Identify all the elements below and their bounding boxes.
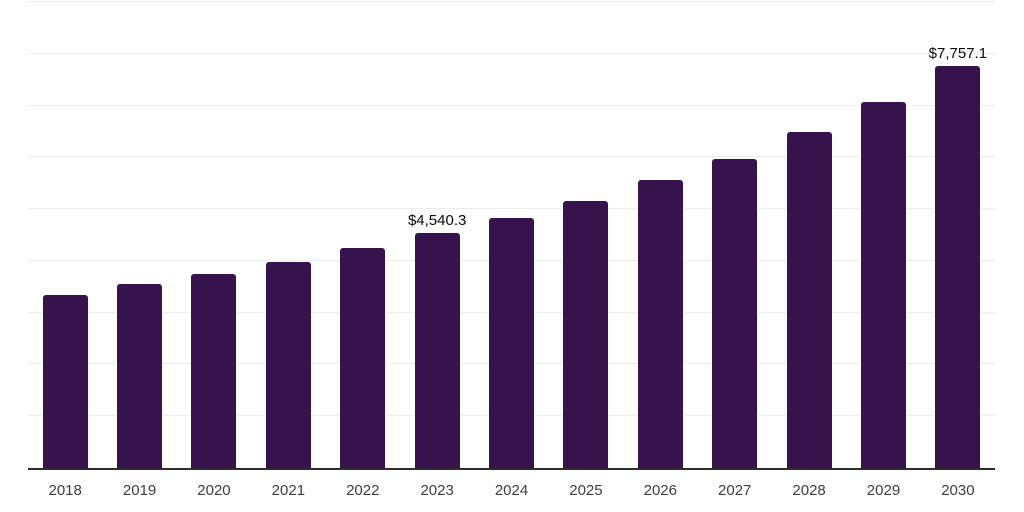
bar-slot [474,2,548,468]
bar-slot: $4,540.3 [400,2,474,468]
bar-2029 [860,102,906,468]
bar-value-label: $4,540.3 [407,211,467,229]
x-tick-label: 2022 [346,482,380,499]
bar-2022 [340,247,386,468]
x-tick-label: 2024 [494,482,529,499]
bar-slot [772,2,846,468]
bar-2019 [117,283,163,468]
x-axis-line [28,468,995,470]
x-tick-label: 2027 [718,482,752,499]
x-tick-label: 2028 [792,482,826,499]
bar-2018 [42,294,88,468]
bar-2030: $7,757.1 [929,46,987,468]
bar-slot [102,2,176,468]
bar-slot [326,2,400,468]
bar-2024 [489,217,535,468]
x-tick-label: 2026 [643,482,677,499]
bar-slot [846,2,920,468]
gridline [28,1,995,2]
gridline [28,104,995,106]
plot-area: $4,540.3 $7,757.1 [28,1,995,468]
bar-slot: $7,757.1 [921,2,995,468]
bar-slot [698,2,772,468]
bar-2020 [191,273,237,468]
bar-slot [549,2,623,468]
x-tick-label: 2020 [197,482,231,499]
x-tick-label: 2030 [941,482,975,499]
bar-2021 [265,261,311,468]
bar-slot [623,2,697,468]
x-tick-label: 2019 [122,482,157,499]
bar-value-label: $7,757.1 [928,45,988,63]
bar-2026 [637,180,683,468]
bar-slot [177,2,251,468]
gridline [28,208,995,210]
x-axis-tick-labels: 2018 2019 2020 2021 2022 2023 2024 2025 2026 2027… [28,482,995,500]
bars-container: $4,540.3 $7,757.1 [28,2,995,468]
x-tick-label: 2025 [569,482,603,499]
bar-2023: $4,540.3 [408,213,466,468]
x-tick-label: 2018 [48,482,82,499]
bar-slot [251,2,325,468]
bar-2027 [712,159,758,468]
bar-2025 [563,201,609,468]
bar-slot [28,2,102,468]
x-tick-label: 2029 [866,482,901,499]
x-tick-label: 2023 [420,482,454,499]
gridline [28,156,995,158]
bar-2028 [786,132,832,468]
gridline [28,52,995,54]
x-tick-label: 2021 [271,482,306,499]
